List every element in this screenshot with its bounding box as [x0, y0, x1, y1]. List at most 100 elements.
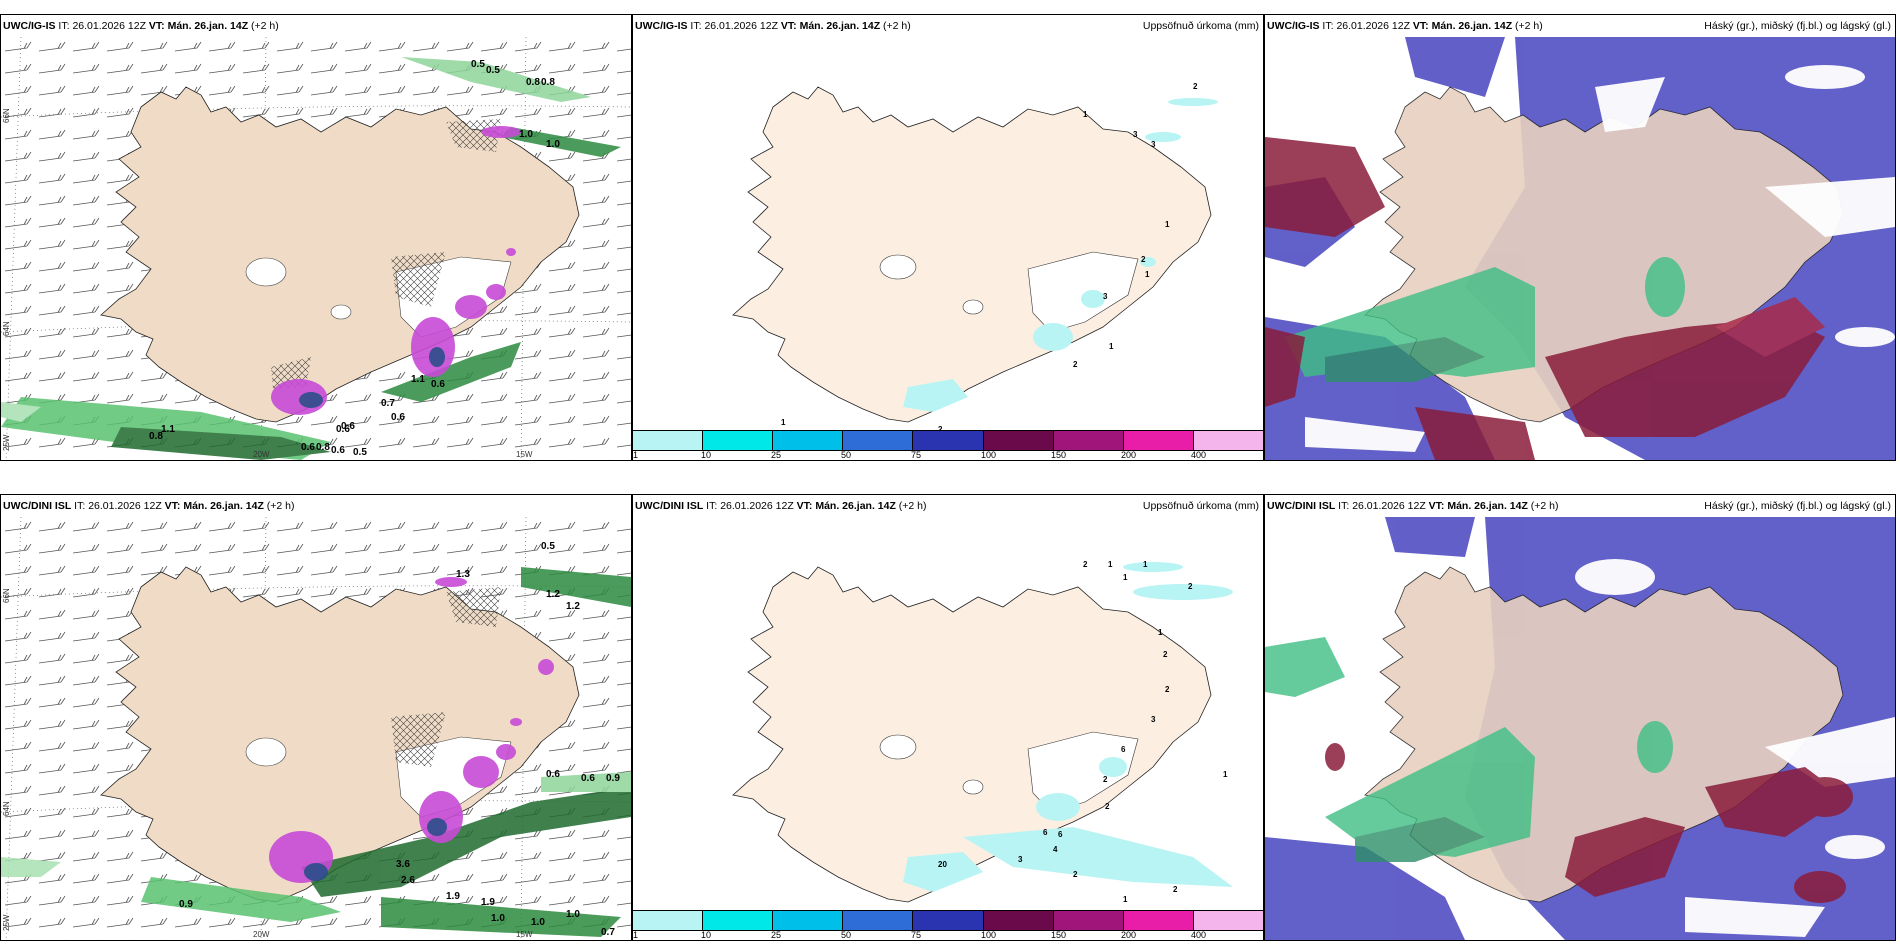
- svg-text:1: 1: [1123, 573, 1128, 582]
- low-cloud-green: [1285, 257, 1685, 382]
- cbar-swatch-75: [913, 911, 984, 930]
- svg-text:2: 2: [1141, 255, 1146, 264]
- cbar-swatch-10: [703, 911, 774, 930]
- svg-text:1.3: 1.3: [456, 569, 470, 580]
- svg-text:0.6: 0.6: [341, 421, 355, 432]
- cbar-tick: 150: [1051, 450, 1067, 460]
- precip-green-bands: [1, 57, 621, 460]
- svg-text:2: 2: [1073, 360, 1078, 369]
- map-panel-igis-clouds: UWC/IG-IS IT: 26.01.2026 12Z VT: Mán. 26…: [1264, 14, 1896, 461]
- accum-value-labels: 2 1 1 1 2 1 2 2 3 6 2 2 6 6 4 3 2 1 2 1 …: [938, 560, 1228, 904]
- svg-text:1.9: 1.9: [446, 891, 460, 902]
- cbar-swatch-1: [633, 911, 704, 930]
- cbar-tick: 50: [841, 930, 852, 940]
- svg-text:0.6: 0.6: [336, 424, 350, 435]
- svg-text:0.6: 0.6: [331, 445, 345, 456]
- cbar-swatch-200: [1123, 911, 1194, 930]
- svg-text:2: 2: [1165, 685, 1170, 694]
- svg-text:64N: 64N: [2, 321, 11, 336]
- svg-text:1.0: 1.0: [491, 913, 505, 924]
- svg-text:2: 2: [1103, 775, 1108, 784]
- cbar-tick: 200: [1121, 450, 1137, 460]
- svg-text:1: 1: [1165, 220, 1170, 229]
- svg-text:20: 20: [938, 860, 947, 869]
- cloud-cover-map: [1265, 517, 1895, 940]
- high-cloud-red: [1265, 137, 1825, 460]
- cbar-tick: 1: [633, 450, 639, 460]
- cbar-swatch-400: [1193, 431, 1263, 450]
- svg-text:1.2: 1.2: [546, 589, 560, 600]
- svg-text:3: 3: [1103, 292, 1108, 301]
- panel-title: Uppsöfnuð úrkoma (mm): [1142, 500, 1259, 512]
- colorbar: 1 10 25 50 75 100 150 200 400: [633, 910, 1263, 940]
- cbar-tick: 150: [1051, 930, 1067, 940]
- wind-precip-map: 0.5 1.3 1.2 1.2 0.6 0.6 0.9 1.9 1.9 1.0 …: [1, 517, 631, 940]
- svg-text:0.6: 0.6: [301, 442, 315, 453]
- precip-value-labels: 0.5 1.3 1.2 1.2 0.6 0.6 0.9 1.9 1.9 1.0 …: [179, 541, 620, 938]
- svg-text:20W: 20W: [253, 930, 270, 939]
- hatched-areas: [391, 587, 501, 767]
- low-cloud-green: [1265, 637, 1673, 862]
- map-panel-igis-accum: UWC/IG-IS IT: 26.01.2026 12Z VT: Mán. 26…: [632, 14, 1264, 461]
- cbar-tick: 75: [911, 930, 922, 940]
- cbar-tick: 10: [701, 930, 712, 940]
- cbar-tick: 100: [981, 930, 997, 940]
- cbar-swatch-25: [773, 431, 844, 450]
- colorbar: 1 10 25 50 75 100 150 200 400: [633, 430, 1263, 460]
- svg-text:0.7: 0.7: [381, 398, 395, 409]
- panel-header: UWC/DINI ISL IT: 26.01.2026 12Z VT: Mán.…: [3, 500, 295, 512]
- svg-text:2.6: 2.6: [401, 875, 415, 886]
- cbar-tick: 400: [1191, 450, 1207, 460]
- svg-text:0.5: 0.5: [486, 65, 500, 76]
- svg-text:3: 3: [1018, 855, 1023, 864]
- cbar-swatch-400: [1193, 911, 1263, 930]
- axis-labels: 66N 64N 20W 15W 25W: [2, 108, 533, 459]
- svg-text:0.5: 0.5: [353, 447, 367, 458]
- svg-text:1.2: 1.2: [566, 601, 580, 612]
- cbar-swatch-50: [843, 911, 914, 930]
- panel-header: UWC/IG-IS IT: 26.01.2026 12Z VT: Mán. 26…: [1267, 20, 1543, 32]
- svg-text:1: 1: [1109, 342, 1114, 351]
- svg-text:20W: 20W: [253, 450, 270, 459]
- svg-text:0.7: 0.7: [601, 927, 615, 938]
- cbar-swatch-10: [703, 431, 774, 450]
- svg-text:2: 2: [1105, 802, 1110, 811]
- cbar-swatch-25: [773, 911, 844, 930]
- svg-text:1: 1: [1143, 560, 1148, 569]
- svg-text:15W: 15W: [516, 930, 533, 939]
- cbar-swatch-150: [1053, 431, 1124, 450]
- svg-text:2: 2: [1083, 560, 1088, 569]
- svg-text:2: 2: [1163, 650, 1168, 659]
- cbar-swatch-1: [633, 431, 704, 450]
- precip-green-bands: [1, 567, 631, 937]
- svg-text:0.8: 0.8: [541, 77, 555, 88]
- panel-title: Háský (gr.), miðský (fj.bl.) og lágský (…: [1704, 500, 1891, 512]
- svg-text:64N: 64N: [2, 801, 11, 816]
- cbar-swatch-50: [843, 431, 914, 450]
- svg-text:1.0: 1.0: [531, 917, 545, 928]
- svg-text:2: 2: [1073, 870, 1078, 879]
- svg-text:1: 1: [1223, 770, 1228, 779]
- svg-text:0.5: 0.5: [541, 541, 555, 552]
- svg-text:6: 6: [1058, 830, 1063, 839]
- svg-text:1: 1: [1083, 110, 1088, 119]
- svg-text:3: 3: [1151, 140, 1156, 149]
- axis-labels: 66N 64N 20W 15W 25W: [2, 588, 533, 939]
- accum-precip-map: 1 2 3 3 1 1 2 3 1 2 1 2: [732, 82, 1218, 430]
- map-panel-igis-wind: UWC/IG-IS IT: 26.01.2026 12Z VT: Mán. 26…: [0, 14, 632, 461]
- svg-text:0.6: 0.6: [391, 412, 405, 423]
- svg-text:1: 1: [1158, 628, 1163, 637]
- cloud-cover-map: [1265, 37, 1895, 460]
- precip-magenta-cells: [269, 577, 554, 883]
- iceland-land: [732, 86, 1212, 423]
- cbar-swatch-100: [983, 911, 1054, 930]
- cbar-swatch-100: [983, 431, 1054, 450]
- svg-text:1.0: 1.0: [519, 129, 533, 140]
- cloud-white-gaps: [1275, 559, 1895, 937]
- svg-text:1: 1: [1108, 560, 1113, 569]
- cbar-tick: 50: [841, 450, 852, 460]
- accum-value-labels: 1 2 3 3 1 1 2 3 1 2 1 2: [781, 82, 1198, 430]
- accum-light-cyan: [903, 562, 1233, 892]
- panel-header: UWC/IG-IS IT: 26.01.2026 12Z VT: Mán. 26…: [635, 20, 911, 32]
- precip-magenta-cells: [271, 126, 521, 415]
